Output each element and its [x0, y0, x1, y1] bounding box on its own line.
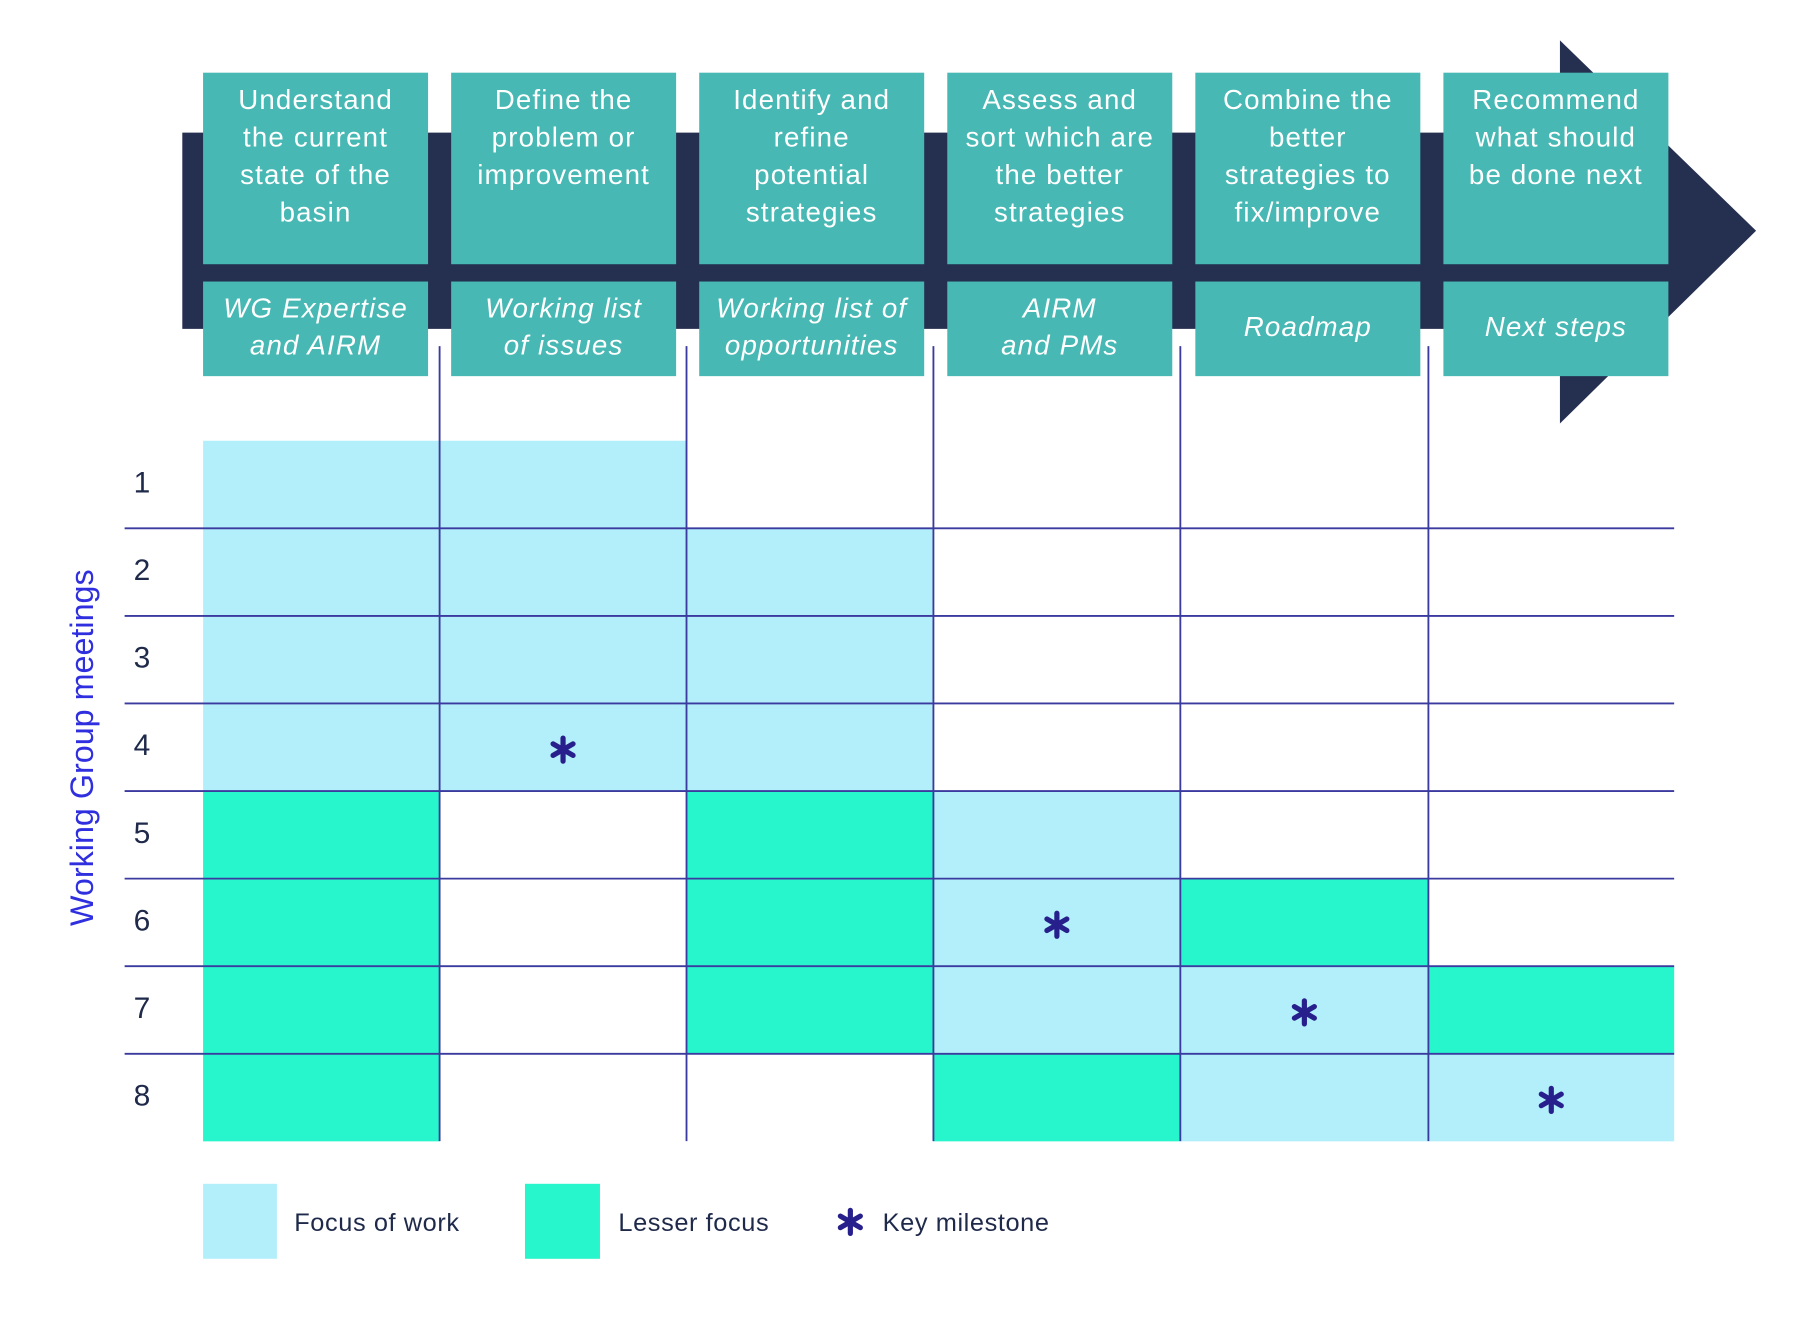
phase-title: Recommend — [1472, 84, 1639, 115]
phase-title: refine — [774, 121, 850, 152]
phase-title: problem or — [492, 121, 636, 152]
phase-output: AIRM — [1021, 293, 1097, 324]
phase-title: Understand — [238, 84, 393, 115]
meeting-label: 8 — [134, 1080, 151, 1113]
phase-output: WG Expertise — [223, 293, 408, 324]
phase-title: Define the — [495, 84, 633, 115]
meeting-label: 7 — [134, 992, 151, 1025]
cell — [203, 615, 440, 704]
meeting-label: 5 — [134, 817, 151, 850]
cell — [439, 528, 687, 616]
phase-title: strategies to — [1225, 159, 1391, 190]
cell — [203, 1053, 440, 1142]
phase-box — [1195, 72, 1421, 265]
phase-title: be done next — [1469, 159, 1643, 190]
cell — [203, 791, 440, 879]
phase-title: improvement — [477, 159, 650, 190]
cell — [686, 878, 934, 967]
output-box — [1443, 281, 1669, 377]
phase-output: and AIRM — [250, 330, 381, 361]
cell — [933, 1053, 1181, 1142]
output-box — [1195, 281, 1421, 377]
meeting-label: 3 — [134, 642, 151, 675]
legend-label: Key milestone — [883, 1209, 1050, 1237]
cell — [1428, 966, 1675, 1054]
phase-title: the better — [995, 159, 1124, 190]
cell — [203, 966, 440, 1054]
cell — [203, 528, 440, 616]
legend-swatch — [203, 1183, 277, 1259]
phase-output: and PMs — [1001, 330, 1118, 361]
phase-title: better — [1269, 121, 1347, 152]
cell — [933, 966, 1181, 1054]
legend-label: Focus of work — [294, 1209, 459, 1237]
cell — [203, 440, 440, 529]
phase-title: the current — [243, 121, 388, 152]
milestone-stroke — [550, 741, 576, 758]
phase-title: Combine the — [1223, 84, 1393, 115]
cell — [686, 528, 934, 616]
cell — [686, 615, 934, 704]
milestone-stroke — [1538, 1091, 1564, 1109]
meeting-label: 2 — [134, 554, 151, 587]
cell — [686, 966, 934, 1054]
phase-box — [451, 72, 677, 265]
milestone-stroke — [1044, 916, 1070, 934]
y-axis-label: Working Group meetings — [64, 569, 100, 926]
meeting-label: 1 — [134, 467, 151, 500]
legend-swatch — [524, 1183, 600, 1259]
cell — [439, 615, 687, 704]
cell — [1180, 1053, 1429, 1142]
meeting-label: 6 — [134, 904, 151, 937]
phase-box — [699, 72, 925, 265]
phase-title: state of the — [240, 159, 391, 190]
output-box — [203, 281, 429, 377]
cell — [1180, 878, 1429, 967]
cell — [203, 878, 440, 967]
phase-title: what should — [1475, 121, 1636, 152]
phase-output: Roadmap — [1244, 311, 1372, 342]
phase-title: strategies — [746, 196, 878, 227]
phase-title: Assess and — [982, 84, 1137, 115]
phase-box — [203, 72, 429, 265]
phase-output: Working list — [485, 293, 642, 324]
phase-output: of issues — [504, 330, 624, 361]
legend-label: Lesser focus — [618, 1209, 769, 1237]
cell — [686, 703, 934, 792]
meeting-label: 4 — [134, 729, 151, 762]
phase-title: fix/improve — [1235, 196, 1382, 227]
output-box — [451, 281, 677, 377]
milestone-stroke — [1291, 1003, 1317, 1021]
phase-title: strategies — [994, 196, 1126, 227]
phase-box — [947, 72, 1173, 265]
cell — [933, 791, 1181, 879]
cell — [439, 440, 687, 529]
milestone-stroke — [837, 1213, 863, 1231]
canvas: Working Group meetings Understand the cur… — [64, 40, 1757, 1259]
cell — [686, 791, 934, 879]
phase-output: opportunities — [725, 330, 899, 361]
phase-output: Working list of — [716, 293, 909, 324]
cell — [203, 703, 440, 792]
phase-title: potential — [754, 159, 869, 190]
phase-box — [1443, 72, 1669, 265]
phase-title: Identify and — [733, 84, 890, 115]
phase-title: sort which are — [966, 121, 1155, 152]
phase-output: Next steps — [1485, 311, 1627, 342]
output-box — [947, 281, 1173, 377]
phase-title: basin — [280, 196, 352, 227]
output-box — [699, 281, 925, 377]
